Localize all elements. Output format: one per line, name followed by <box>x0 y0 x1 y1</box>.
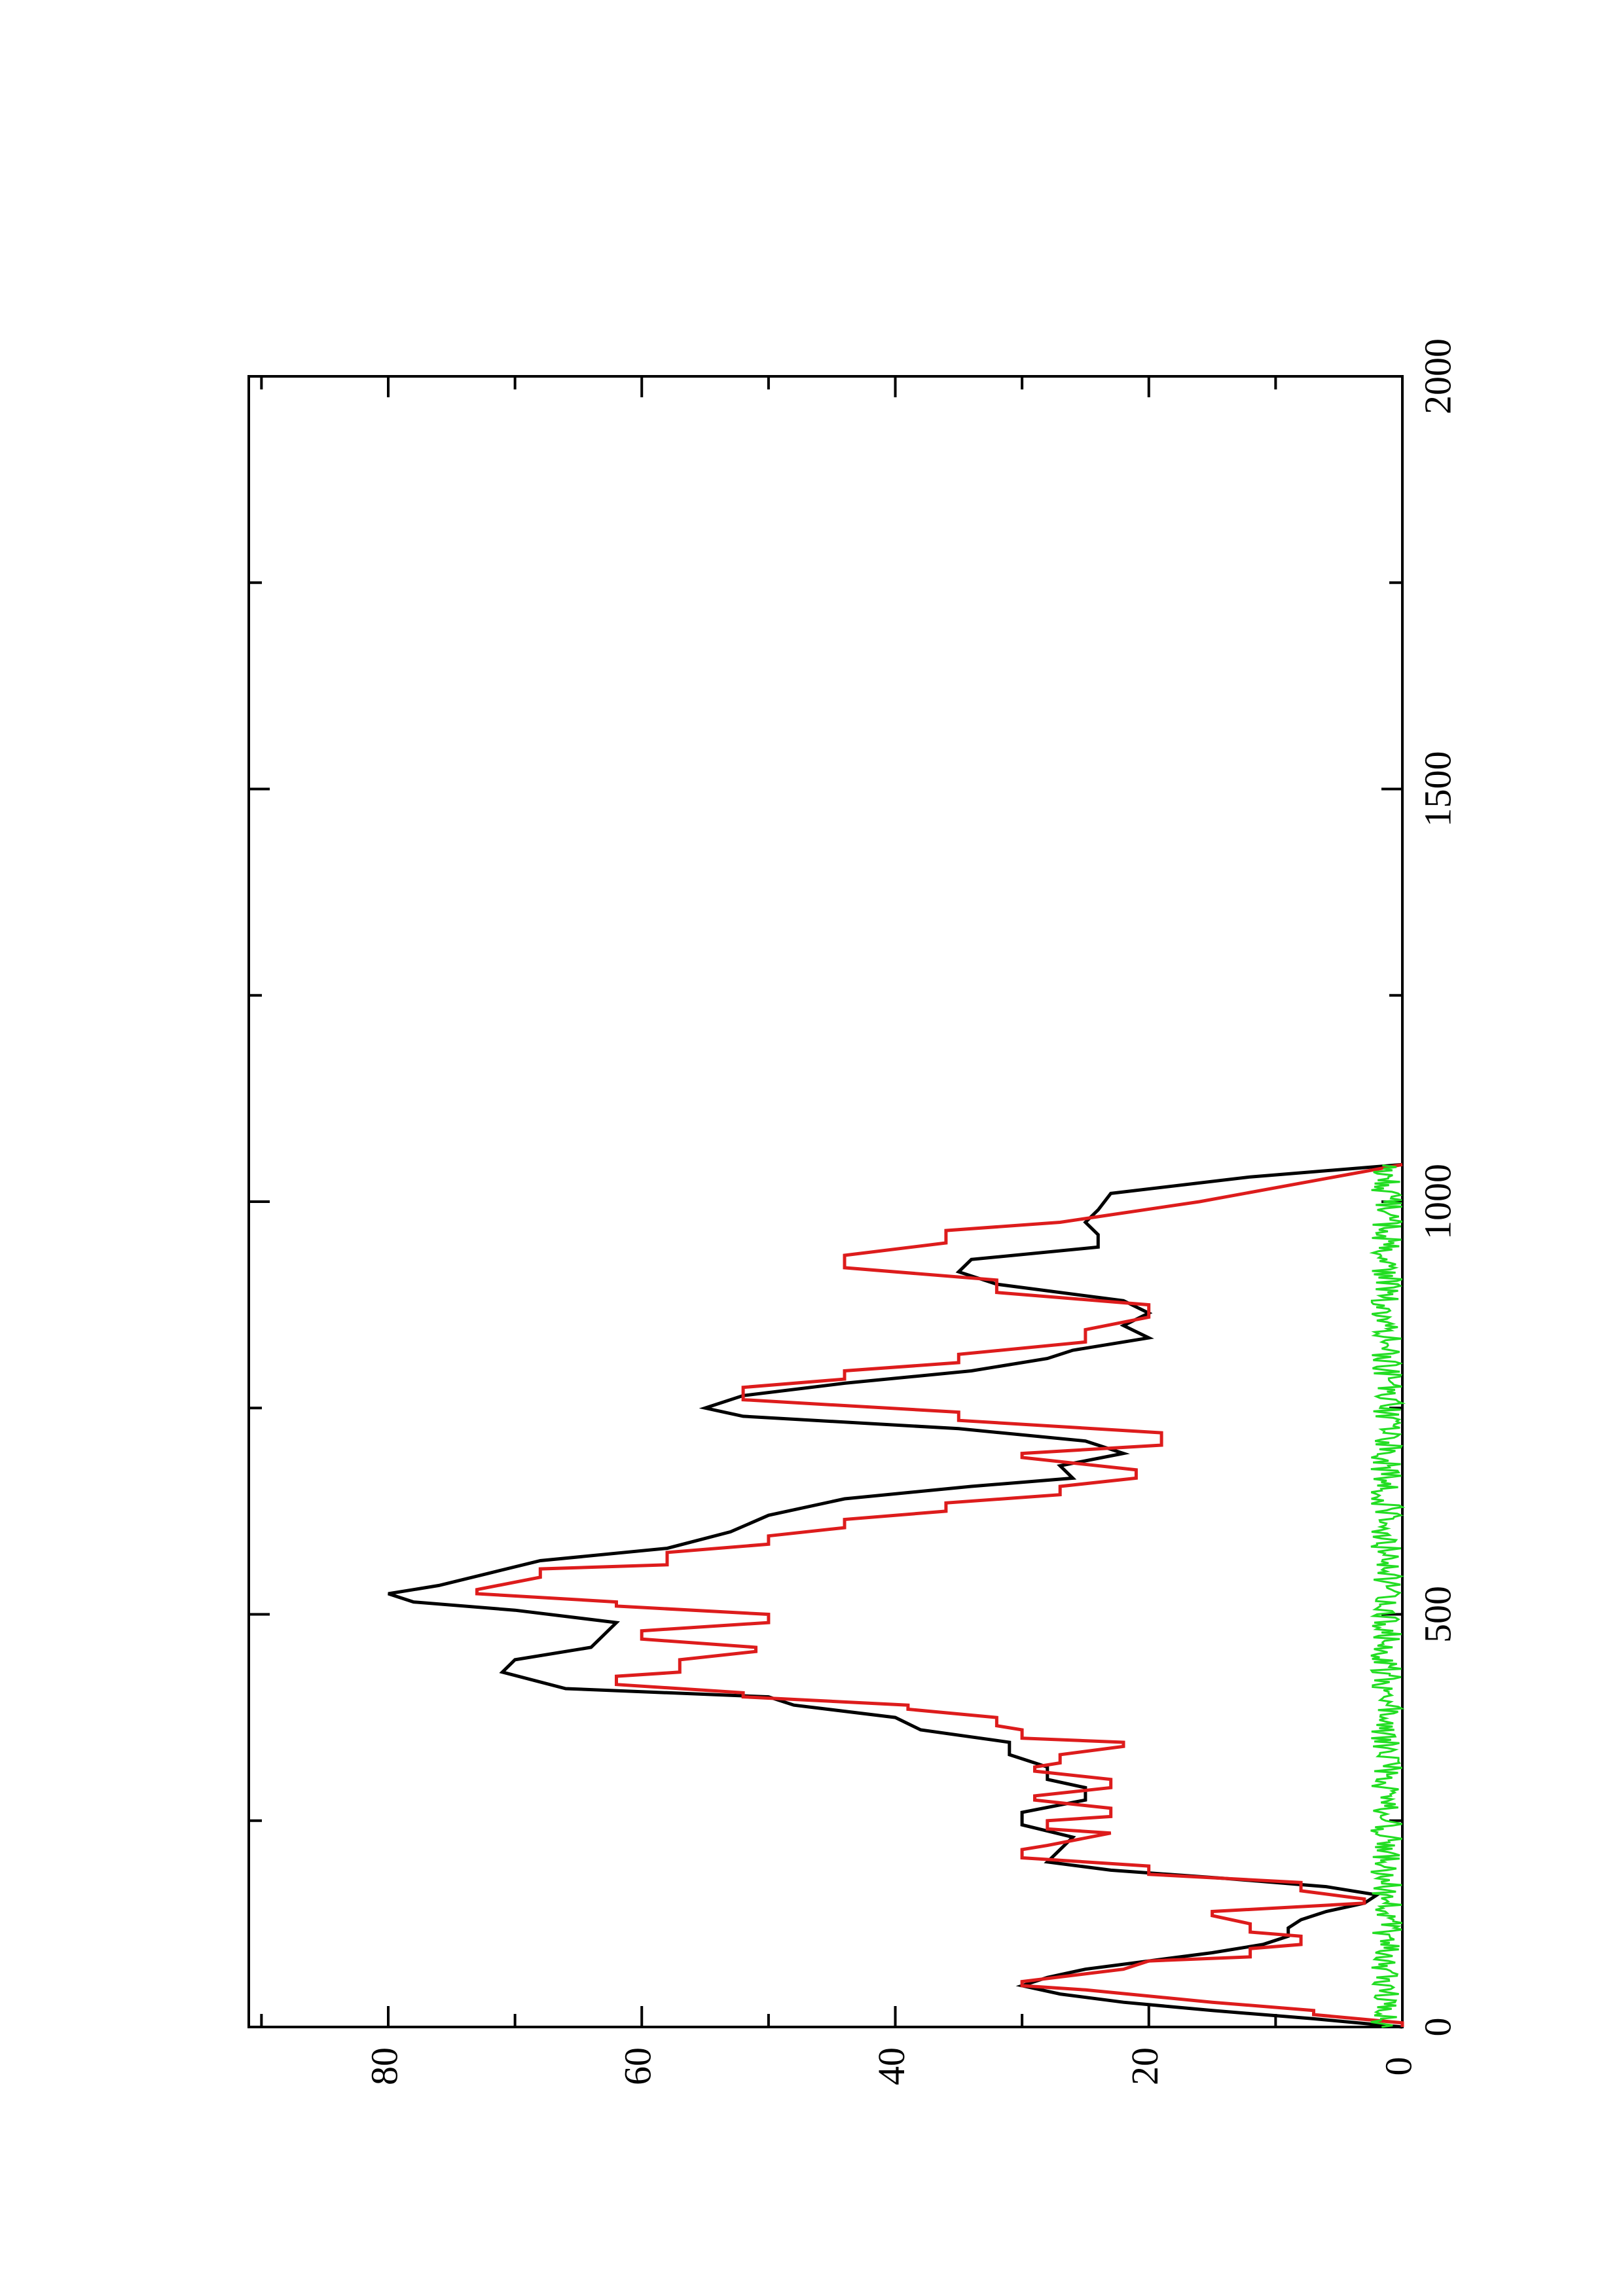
series-line-1 <box>388 1162 1403 2029</box>
y-tick-label: 60 <box>617 2047 659 2085</box>
x-tick-label: 2000 <box>1416 338 1459 414</box>
data-series <box>388 1162 1406 2029</box>
x-tick-label: 0 <box>1416 2018 1459 2037</box>
axis-tick-labels: 0 500 1000 1500 2000 0 20 40 60 80 <box>363 338 1459 2085</box>
axis-ticks <box>249 375 1404 2028</box>
series-line-2 <box>475 1162 1404 2027</box>
series-line-3 <box>1369 1164 1406 2028</box>
y-tick-label: 20 <box>1123 2047 1166 2085</box>
x-tick-label: 1000 <box>1416 1164 1459 1240</box>
y-tick-label: 80 <box>363 2047 405 2085</box>
y-tick-label: 40 <box>870 2047 913 2085</box>
x-tick-label: 500 <box>1416 1586 1459 1643</box>
y-tick-label: 0 <box>1377 2057 1419 2076</box>
x-tick-label: 1500 <box>1416 751 1459 827</box>
plot-frame <box>247 375 1404 2028</box>
